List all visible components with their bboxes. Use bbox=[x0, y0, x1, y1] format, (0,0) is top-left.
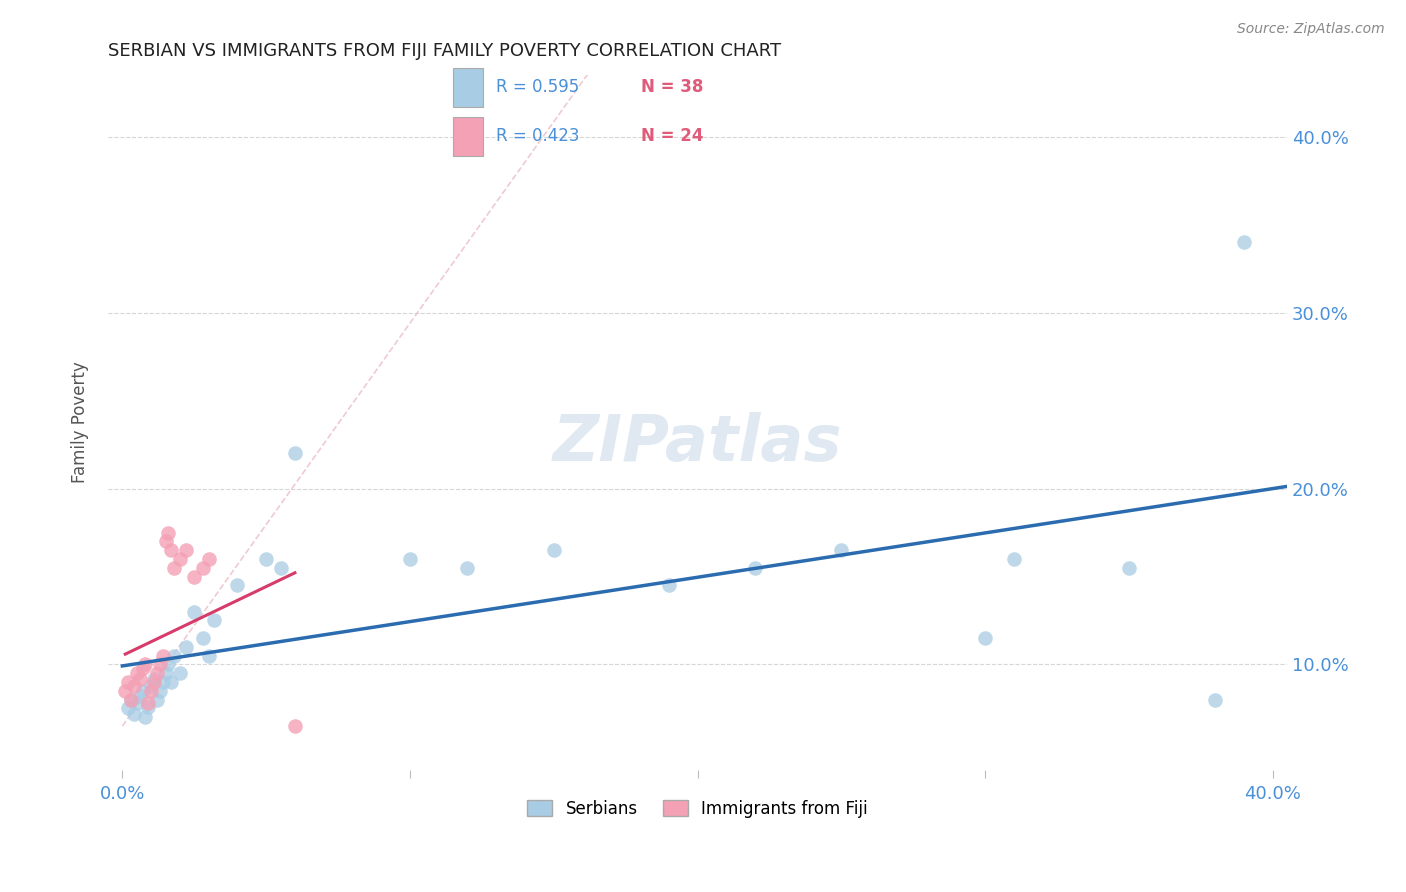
Point bbox=[117, 701, 139, 715]
Point bbox=[136, 696, 159, 710]
Point bbox=[226, 578, 249, 592]
Point bbox=[152, 675, 174, 690]
Point bbox=[120, 692, 142, 706]
Point bbox=[122, 706, 145, 721]
Point bbox=[128, 689, 150, 703]
Point bbox=[284, 446, 307, 460]
Point bbox=[139, 679, 162, 693]
Point bbox=[131, 683, 153, 698]
Point bbox=[139, 683, 162, 698]
Y-axis label: Family Poverty: Family Poverty bbox=[72, 362, 89, 483]
Point bbox=[160, 543, 183, 558]
Point bbox=[152, 648, 174, 663]
Point bbox=[543, 543, 565, 558]
Point bbox=[254, 552, 277, 566]
Point bbox=[131, 661, 153, 675]
Point bbox=[125, 696, 148, 710]
Point bbox=[197, 552, 219, 566]
Point bbox=[125, 666, 148, 681]
Point bbox=[149, 683, 172, 698]
Point bbox=[163, 648, 186, 663]
Point bbox=[155, 534, 177, 549]
Text: ZIPatlas: ZIPatlas bbox=[553, 412, 842, 475]
Point bbox=[169, 666, 191, 681]
Point bbox=[191, 560, 214, 574]
Point bbox=[146, 692, 169, 706]
Point bbox=[128, 672, 150, 686]
Point bbox=[183, 605, 205, 619]
Point bbox=[136, 699, 159, 714]
Point bbox=[456, 560, 478, 574]
Point bbox=[120, 692, 142, 706]
Point bbox=[399, 552, 422, 566]
Point bbox=[658, 578, 681, 592]
Point bbox=[202, 614, 225, 628]
Point bbox=[1204, 692, 1226, 706]
Point bbox=[191, 631, 214, 645]
Text: SERBIAN VS IMMIGRANTS FROM FIJI FAMILY POVERTY CORRELATION CHART: SERBIAN VS IMMIGRANTS FROM FIJI FAMILY P… bbox=[108, 42, 782, 60]
Point bbox=[143, 672, 166, 686]
Point bbox=[174, 543, 197, 558]
Text: R = 0.595: R = 0.595 bbox=[496, 78, 579, 96]
Point bbox=[122, 679, 145, 693]
Bar bbox=[453, 117, 482, 156]
Point bbox=[1118, 560, 1140, 574]
Point bbox=[134, 710, 156, 724]
Point bbox=[744, 560, 766, 574]
Point bbox=[149, 657, 172, 672]
Point bbox=[134, 657, 156, 672]
Text: N = 38: N = 38 bbox=[641, 78, 703, 96]
Bar bbox=[453, 68, 482, 106]
Point bbox=[974, 631, 997, 645]
Point bbox=[163, 560, 186, 574]
Point bbox=[146, 666, 169, 681]
Point bbox=[114, 683, 136, 698]
Legend: Serbians, Immigrants from Fiji: Serbians, Immigrants from Fiji bbox=[520, 793, 875, 824]
Point bbox=[1233, 235, 1256, 250]
Point bbox=[160, 675, 183, 690]
Point bbox=[155, 666, 177, 681]
Point bbox=[197, 648, 219, 663]
Point bbox=[117, 675, 139, 690]
Point bbox=[284, 719, 307, 733]
Point bbox=[143, 675, 166, 690]
Point bbox=[183, 569, 205, 583]
Point bbox=[830, 543, 852, 558]
Point bbox=[157, 525, 180, 540]
Text: Source: ZipAtlas.com: Source: ZipAtlas.com bbox=[1237, 22, 1385, 37]
Point bbox=[169, 552, 191, 566]
Point bbox=[174, 640, 197, 654]
Text: N = 24: N = 24 bbox=[641, 128, 703, 145]
Point bbox=[157, 657, 180, 672]
Text: R = 0.423: R = 0.423 bbox=[496, 128, 579, 145]
Point bbox=[270, 560, 292, 574]
Point bbox=[1002, 552, 1025, 566]
